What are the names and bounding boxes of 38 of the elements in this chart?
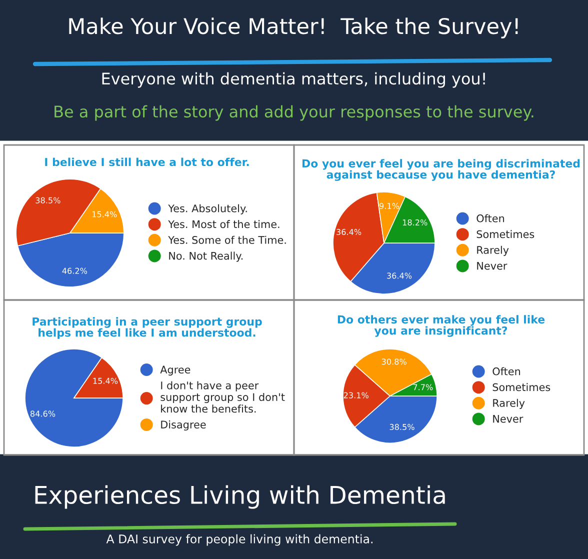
- data-label: 30.8%: [382, 358, 406, 365]
- text: A DAI survey for people living with dementia.: [106, 534, 372, 546]
- legend-label: Yes. Some of the Time.: [168, 236, 286, 244]
- pie-slice: [24, 348, 124, 448]
- legend-label: Yes. Absolutely.: [168, 204, 247, 214]
- legend-label: Sometimes: [476, 230, 534, 238]
- data-label: 36.4%: [387, 272, 412, 279]
- data-label: 18.2%: [402, 219, 428, 226]
- legend-label: Disagree: [161, 420, 206, 431]
- legend-label: I don't have a peer support group so I don't know the benefits.: [160, 381, 285, 413]
- text: Experiences Living with Dementia: [35, 485, 445, 509]
- legend-label: Often: [476, 214, 504, 222]
- chart-title: Do others ever make you feel like you are insignificant?: [338, 315, 545, 337]
- legend-label: Sometimes: [492, 383, 550, 392]
- legend-label: Often: [492, 367, 520, 376]
- legend-label: Never: [493, 414, 524, 423]
- legend-label: Agree: [160, 366, 190, 376]
- text: Participating in a peer support group helps me feel like I am understood.: [32, 317, 262, 339]
- data-label: 38.5%: [390, 424, 414, 430]
- data-label: 15.4%: [93, 378, 118, 384]
- legend-label: Never: [477, 262, 508, 270]
- text: Be a part of the story and add your responses to the survey.: [54, 105, 534, 121]
- text: Make Your Voice Matter! Take the Survey!: [69, 18, 518, 38]
- legend-label: Yes. Most of the time.: [168, 220, 280, 228]
- legend-label: No. Not Really.: [169, 252, 243, 262]
- data-label: 23.1%: [344, 392, 368, 398]
- chart-title: I believe I still have a lot to offer.: [45, 158, 249, 166]
- data-label: 46.2%: [62, 268, 88, 274]
- chart-title: Do you ever feel you are being discriminated against because you have dementia?: [302, 159, 580, 181]
- legend-label: Rarely: [477, 246, 509, 256]
- data-label: 38.5%: [36, 197, 60, 204]
- legend-label: Rarely: [493, 398, 525, 409]
- data-label: 84.6%: [30, 410, 56, 417]
- data-label: 36.4%: [336, 228, 362, 235]
- text: Everyone with dementia matters, including you!: [102, 72, 485, 88]
- data-label: 9.1%: [380, 202, 400, 210]
- data-label: 15.4%: [92, 211, 117, 218]
- data-label: 7.7%: [413, 384, 433, 390]
